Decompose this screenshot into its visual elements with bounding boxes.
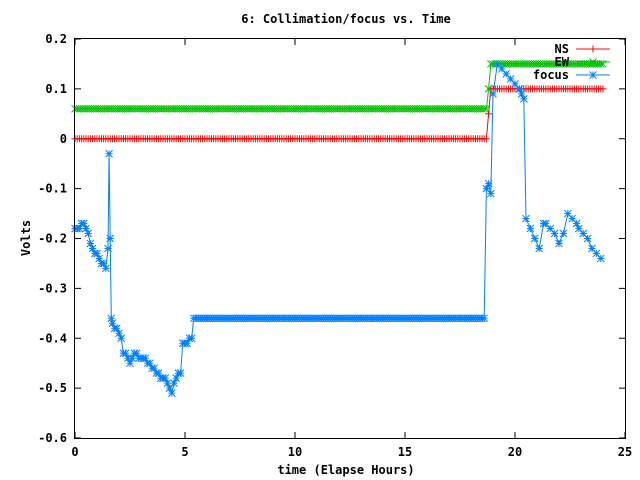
x-tick-label: 5 (181, 445, 188, 459)
data-point (599, 85, 607, 93)
data-point (482, 135, 490, 143)
y-tick-label: -0.4 (38, 331, 67, 345)
x-tick-label: 15 (398, 445, 412, 459)
x-axis-label: time (Elapse Hours) (277, 463, 414, 477)
x-tick-label: 20 (508, 445, 522, 459)
data-point (104, 244, 112, 253)
series-ns (71, 85, 607, 143)
data-point (480, 314, 489, 323)
data-point (482, 104, 491, 113)
data-point (535, 244, 544, 253)
legend-marker (589, 45, 597, 53)
data-point (486, 189, 495, 198)
data-point (489, 90, 497, 98)
y-tick-label: -0.1 (38, 182, 67, 196)
data-point (117, 334, 126, 343)
y-tick-label: 0.2 (45, 32, 67, 46)
data-point (519, 94, 528, 103)
chart-title: 6: Collimation/focus vs. Time (241, 12, 451, 26)
data-point (592, 249, 601, 258)
x-tick-label: 25 (618, 445, 632, 459)
data-point (107, 314, 116, 323)
data-point (574, 224, 583, 233)
series-layer (71, 60, 607, 397)
axis-ticks: 0 5 10 15 20 25 0.2 0.1 0 -0.1 -0.2 -0.3 -0.4 -0.5 -0.… (38, 32, 632, 459)
data-point (530, 234, 539, 243)
data-point (484, 179, 493, 188)
data-point (167, 389, 176, 397)
data-point (588, 244, 596, 253)
data-point (105, 149, 113, 158)
y-tick-label: 0.1 (45, 82, 67, 96)
legend-marker (589, 58, 597, 66)
plot-frame (74, 38, 626, 439)
data-point (101, 264, 110, 273)
x-tick-label: 0 (71, 445, 78, 459)
data-point (497, 65, 506, 73)
data-point (583, 234, 592, 243)
data-point (550, 229, 559, 238)
data-point (555, 239, 563, 248)
legend-label: NS (555, 42, 569, 56)
series-focus (71, 60, 605, 397)
y-tick-label: -0.5 (38, 381, 67, 395)
data-point (176, 369, 185, 378)
x-tick-label: 10 (288, 445, 302, 459)
data-point (84, 229, 93, 238)
legend-label: EW (555, 55, 570, 69)
data-point (187, 334, 196, 343)
data-point (596, 254, 605, 263)
series-line (75, 62, 602, 395)
y-axis-label: Volts (19, 220, 33, 256)
y-tick-label: 0 (60, 132, 67, 146)
data-point (526, 224, 535, 233)
y-tick-label: -0.6 (38, 431, 67, 445)
data-point (559, 229, 568, 238)
legend-marker (589, 71, 597, 79)
series-ew (71, 60, 607, 113)
y-tick-label: -0.2 (38, 232, 67, 246)
y-tick-label: -0.3 (38, 281, 67, 295)
legend-label: focus (533, 68, 569, 82)
data-point (106, 234, 115, 243)
data-point (522, 214, 530, 223)
data-point (480, 104, 489, 113)
